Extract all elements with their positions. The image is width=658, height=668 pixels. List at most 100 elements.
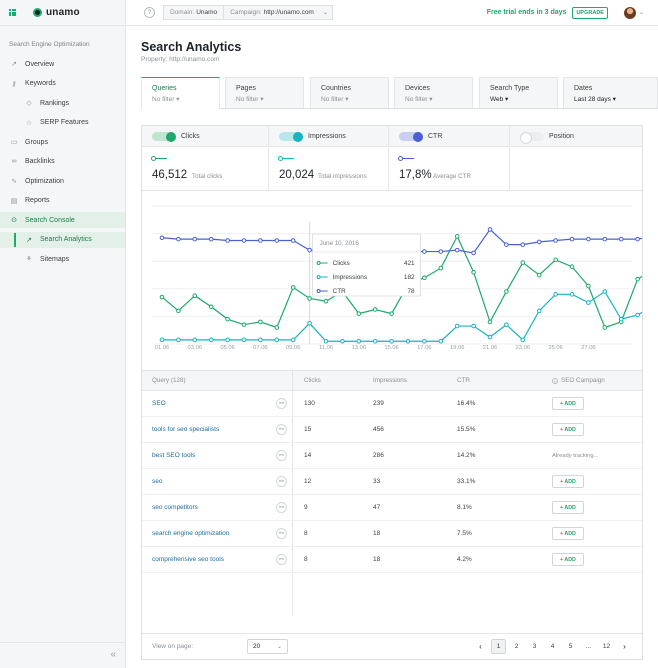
toggle-switch[interactable]: .t-clk::after{background:#1ea86b} xyxy=(152,131,176,142)
sidebar-item-overview[interactable]: ↗ Overview xyxy=(0,56,125,72)
toggle-switch[interactable] xyxy=(520,131,544,144)
collapse-chevrons-icon[interactable]: « xyxy=(110,649,116,660)
toggle-clicks[interactable]: .t-clk::after{background:#1ea86b} Clicks xyxy=(142,126,269,147)
sidebar-item-rankings[interactable]: ◇ Rankings xyxy=(0,95,125,111)
data-point xyxy=(290,285,296,290)
header-seo-campaign: i SEO Campaign xyxy=(552,377,642,384)
query-link[interactable]: SEO xyxy=(152,400,166,407)
query-link[interactable]: tools for seo specialists xyxy=(152,426,220,433)
page-button[interactable]: 12 xyxy=(602,643,611,650)
domain-value: Unamo xyxy=(196,9,218,16)
x-tick-label: 13.06 xyxy=(352,345,367,351)
sidebar-collapse[interactable]: « xyxy=(0,642,126,668)
toggle-position[interactable]: Position xyxy=(510,126,642,147)
data-point xyxy=(208,236,214,242)
query-link[interactable]: seo competitors xyxy=(152,504,198,511)
header-impressions[interactable]: Impressions xyxy=(373,377,407,384)
add-to-campaign-button[interactable]: + ADD xyxy=(552,423,584,436)
data-point xyxy=(356,338,362,344)
link-icon[interactable]: ⚯ xyxy=(276,398,287,409)
metric-clicks: 46,512 Total clicks xyxy=(142,148,269,191)
sidebar-item-optimization[interactable]: ∿ Optimization xyxy=(0,173,125,189)
data-point xyxy=(422,338,427,344)
data-point xyxy=(438,265,444,271)
analytics-chart[interactable]: 01.06 03.06 05.06 07.06 09.06 11.06 13.06 15.06… xyxy=(142,192,642,370)
data-point xyxy=(307,247,312,253)
apps-grid-icon[interactable] xyxy=(9,9,16,16)
tab-countries[interactable]: Countries No filter ▾ xyxy=(310,77,389,108)
campaign-selector[interactable]: Campaign: http://unamo.com ⌄ xyxy=(223,5,333,20)
query-cell: seo ⚯ xyxy=(142,469,293,494)
data-point xyxy=(504,242,509,247)
query-link[interactable]: best SEO tools xyxy=(152,452,196,459)
tab-queries[interactable]: Queries No filter ▾ xyxy=(141,77,220,109)
tab-pages[interactable]: Pages No filter ▾ xyxy=(225,77,304,108)
clicks-cell: 9 xyxy=(304,504,308,511)
next-page-button[interactable]: › xyxy=(623,642,626,651)
add-to-campaign-button[interactable]: + ADD xyxy=(552,397,584,410)
table-row: seo ⚯ 12 33 33.1% + ADD xyxy=(142,469,642,495)
add-to-campaign-button[interactable]: + ADD xyxy=(552,527,584,540)
sidebar: unamo Search Engine Optimization ↗ Overvi… xyxy=(0,0,126,668)
sidebar-item-search-console[interactable]: ⊙ Search Console xyxy=(0,212,125,228)
sidebar-item-backlinks[interactable]: ∞ Backlinks xyxy=(0,154,125,170)
sidebar-item-sitemaps[interactable]: ⚘ Sitemaps xyxy=(25,255,70,264)
report-icon: ▤ xyxy=(10,197,18,205)
help-icon[interactable]: ? xyxy=(144,7,155,18)
query-link[interactable]: search engine optimization xyxy=(152,530,230,537)
campaign-cell: + ADD xyxy=(552,527,642,540)
info-icon[interactable]: i xyxy=(552,377,558,384)
tab-devices[interactable]: Devices No filter ▾ xyxy=(394,77,473,108)
campaign-cell: Already tracking... xyxy=(552,453,642,459)
sitemap-icon: ⚘ xyxy=(25,256,33,263)
avatar[interactable] xyxy=(623,6,636,19)
page-button[interactable]: 1 xyxy=(491,639,506,654)
tooltip-legend-dot xyxy=(316,289,321,293)
domain-selector[interactable]: Domain: Unamo xyxy=(163,5,224,20)
tab-search-type[interactable]: Search Type Web ▾ xyxy=(479,77,558,108)
impressions-cell: 286 xyxy=(373,452,384,459)
sidebar-item-reports[interactable]: ▤ Reports xyxy=(10,197,50,205)
sidebar-item-serp-features[interactable]: ☆ SERP Features xyxy=(25,119,89,127)
link-icon[interactable]: ⚯ xyxy=(276,450,287,461)
chevron-down-icon[interactable]: ⌄ xyxy=(638,10,644,16)
toggle-impressions[interactable]: Impressions xyxy=(269,126,389,147)
tab-dates[interactable]: Dates Last 28 days ▾ xyxy=(563,77,658,108)
tooltip-legend-dot xyxy=(316,261,321,265)
header-query[interactable]: Query (128) xyxy=(142,371,293,390)
data-point xyxy=(372,338,378,344)
page-button[interactable]: 4 xyxy=(550,643,555,650)
data-point xyxy=(487,334,493,340)
per-page-select[interactable]: 20 ⌄ xyxy=(247,639,288,654)
link-icon[interactable]: ⚯ xyxy=(276,502,287,513)
toggle-switch[interactable] xyxy=(279,131,303,142)
trial-notice: Free trial ends in 3 days xyxy=(486,9,567,16)
upgrade-button[interactable]: UPGRADE xyxy=(572,6,608,19)
table-footer: View on page: 20 ⌄ ‹ 1 2 3 4 5 ... 12 › xyxy=(142,633,642,659)
link-icon[interactable]: ⚯ xyxy=(276,424,287,435)
page-button[interactable]: 3 xyxy=(532,643,537,650)
page-button[interactable]: 5 xyxy=(568,643,573,650)
sidebar-item-keywords[interactable]: ⚷ Keywords xyxy=(0,76,125,92)
sidebar-item-groups[interactable]: ▭ Groups xyxy=(10,138,48,147)
prev-page-button[interactable]: ‹ xyxy=(479,642,482,651)
add-to-campaign-button[interactable]: + ADD xyxy=(552,501,584,514)
link-icon[interactable]: ⚯ xyxy=(276,528,287,539)
add-to-campaign-button[interactable]: + ADD xyxy=(552,553,584,566)
link-icon[interactable]: ⚯ xyxy=(276,554,287,565)
header-clicks[interactable]: Clicks xyxy=(304,377,321,384)
sidebar-item-search-analytics[interactable]: ↗ Search Analytics xyxy=(0,231,125,248)
header-ctr[interactable]: CTR xyxy=(457,377,470,384)
toggle-switch[interactable] xyxy=(399,131,423,142)
query-link[interactable]: seo xyxy=(152,478,163,485)
toggle-ctr[interactable]: CTR xyxy=(389,126,510,147)
data-point xyxy=(520,260,526,265)
link-icon[interactable]: ⚯ xyxy=(276,476,287,487)
data-point xyxy=(176,308,181,314)
data-point xyxy=(405,338,411,344)
query-link[interactable]: comprehensive seo tools xyxy=(152,556,224,563)
page-ellipsis: ... xyxy=(585,643,592,650)
page-button[interactable]: 2 xyxy=(514,643,519,650)
add-to-campaign-button[interactable]: + ADD xyxy=(552,475,584,488)
data-point xyxy=(422,249,427,254)
